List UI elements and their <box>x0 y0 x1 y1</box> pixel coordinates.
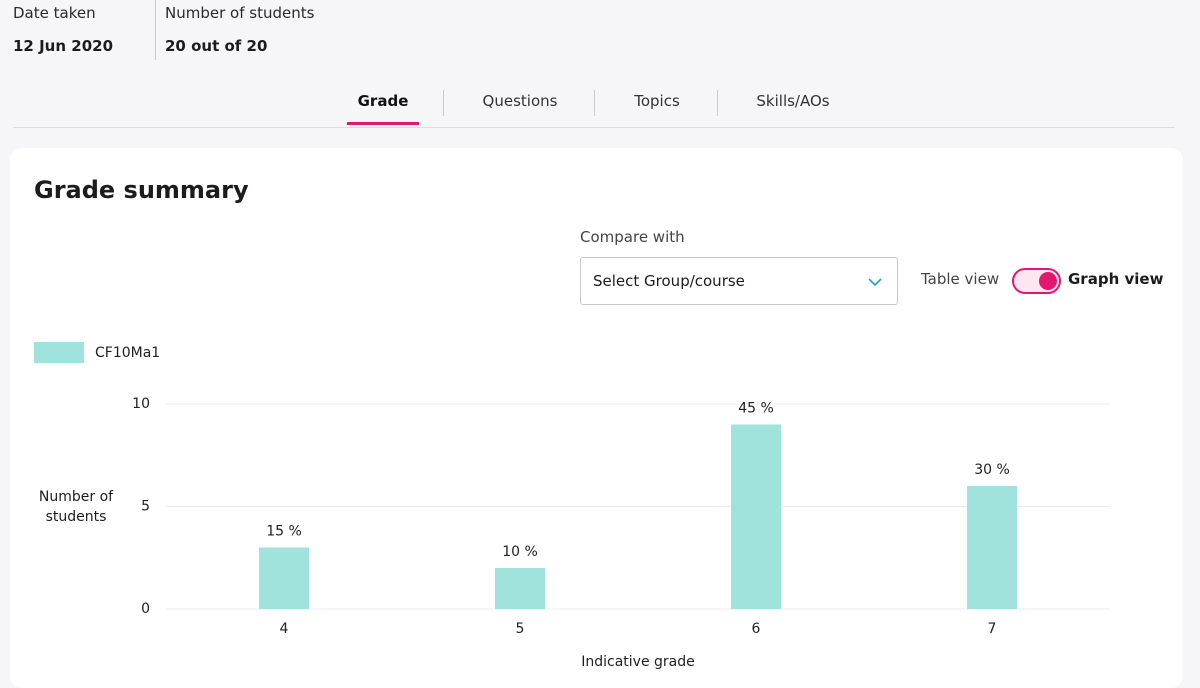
y-tick-label: 10 <box>132 396 150 412</box>
y-tick-label: 0 <box>141 601 150 617</box>
date-value: 12 Jun 2020 <box>13 37 114 55</box>
tab[interactable]: Questions <box>482 92 558 110</box>
compare-label: Compare with <box>580 228 685 246</box>
value-label: 10 % <box>502 544 538 560</box>
tab[interactable]: Topics <box>634 92 680 110</box>
bar <box>495 568 545 609</box>
date-label: Date taken <box>13 4 96 22</box>
value-label: 30 % <box>974 462 1010 478</box>
x-tick-label: 7 <box>988 621 997 637</box>
students-value: 20 out of 20 <box>165 37 268 55</box>
bar <box>259 547 309 609</box>
select-placeholder: Select Group/course <box>593 272 745 290</box>
tab[interactable]: Skills/AOs <box>756 92 830 110</box>
table-view-label[interactable]: Table view <box>921 270 1000 288</box>
y-tick-label: 5 <box>141 499 150 515</box>
y-axis-label: Number of students <box>38 489 114 525</box>
view-toggle[interactable] <box>1012 268 1061 294</box>
bar <box>967 486 1017 609</box>
card-title: Grade summary <box>34 176 249 204</box>
active-tab-indicator <box>347 122 419 125</box>
legend-swatch <box>34 342 84 363</box>
x-axis-label: Indicative grade <box>581 654 695 670</box>
bar <box>731 424 781 609</box>
tab-separator <box>717 90 718 116</box>
tab-separator <box>443 90 444 116</box>
tab-rule <box>13 127 1175 128</box>
value-label: 15 % <box>266 524 302 540</box>
divider <box>155 0 156 60</box>
x-tick-label: 4 <box>280 621 289 637</box>
tab-separator <box>594 90 595 116</box>
tab[interactable]: Grade <box>357 92 409 110</box>
students-label: Number of students <box>165 4 315 22</box>
toggle-knob <box>1039 272 1057 290</box>
x-tick-label: 6 <box>752 621 761 637</box>
chevron <box>868 278 882 287</box>
value-label: 45 % <box>738 401 774 417</box>
legend-label: CF10Ma1 <box>95 345 160 361</box>
x-tick-label: 5 <box>516 621 525 637</box>
group-select[interactable]: Select Group/course <box>580 257 898 305</box>
graph-view-label[interactable]: Graph view <box>1068 270 1164 288</box>
